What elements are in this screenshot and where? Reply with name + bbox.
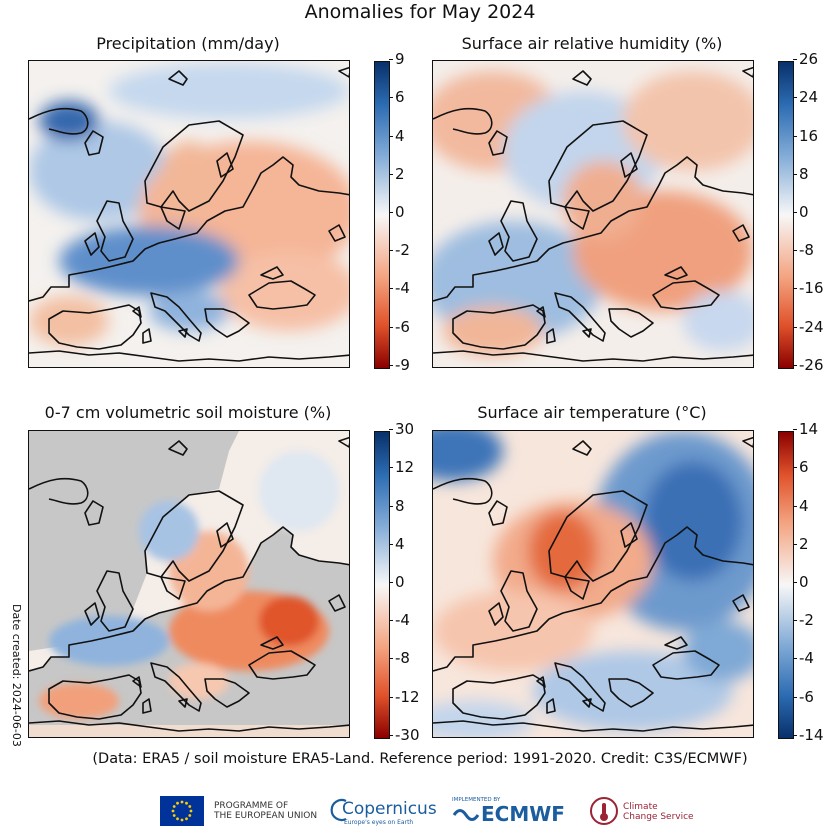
colorbar-tick: -30 — [389, 726, 420, 744]
soil-moisture-colorbar-ticks: 30 12 8 4 0 -4 -8 -12 -30 — [388, 420, 435, 752]
colorbar-tick: -24 — [793, 318, 824, 336]
temperature-colorbar-ticks: 14 6 4 2 0 -2 -4 -6 -14 — [792, 420, 839, 752]
colorbar-tick: 2 — [793, 535, 809, 553]
humidity-colorbar-ticks: 26 24 16 8 0 -8 -16 -24 -26 — [792, 50, 839, 382]
precipitation-colorbar — [374, 61, 390, 369]
climate-line-1: Climate — [623, 802, 658, 812]
colorbar-tick: 26 — [792, 50, 819, 68]
data-credit-note: (Data: ERA5 / soil moisture ERA5-Land. R… — [92, 751, 748, 767]
colorbar-tick: -9 — [389, 356, 410, 374]
precipitation-anomaly-map — [28, 60, 350, 368]
soil-moisture-map-graphic — [29, 431, 349, 737]
colorbar-tick: 8 — [389, 497, 405, 515]
colorbar-tick: 2 — [389, 165, 405, 183]
precipitation-panel-title: Precipitation (mm/day) — [96, 34, 280, 53]
colorbar-tick: 0 — [793, 203, 809, 221]
colorbar-tick: 4 — [389, 127, 405, 145]
colorbar-tick: -12 — [389, 688, 420, 706]
colorbar-tick: 12 — [388, 458, 415, 476]
ecmwf-wordmark: ECMWF — [481, 802, 565, 826]
colorbar-tick: 6 — [389, 88, 405, 106]
colorbar-tick: -6 — [793, 688, 814, 706]
copernicus-icon — [330, 798, 347, 822]
colorbar-tick: -8 — [793, 241, 814, 259]
colorbar-tick: 14 — [792, 420, 819, 438]
humidity-colorbar — [778, 61, 794, 369]
climate-change-service-label: Climate Change Service — [623, 802, 694, 822]
thermometer-icon — [590, 797, 618, 825]
temperature-map-graphic — [433, 431, 753, 737]
copernicus-wordmark: Copernicus — [342, 799, 437, 819]
colorbar-tick: -14 — [793, 726, 824, 744]
figure-title: Anomalies for May 2024 — [304, 1, 536, 23]
soil-moisture-anomaly-map — [28, 430, 350, 738]
eu-line-2: THE EUROPEAN UNION — [214, 811, 318, 821]
eu-flag-icon — [160, 796, 204, 826]
colorbar-tick: 4 — [389, 535, 405, 553]
ecmwf-waves-icon — [452, 809, 480, 821]
colorbar-tick: -4 — [389, 279, 410, 297]
soil-moisture-panel-title: 0-7 cm volumetric soil moisture (%) — [44, 403, 332, 422]
temperature-panel-title: Surface air temperature (°C) — [477, 403, 707, 422]
precipitation-map-graphic — [29, 61, 349, 367]
humidity-panel-title: Surface air relative humidity (%) — [461, 34, 723, 53]
colorbar-tick: -8 — [389, 649, 410, 667]
colorbar-tick: 4 — [793, 497, 809, 515]
temperature-colorbar — [778, 431, 794, 739]
soil-moisture-colorbar — [374, 431, 390, 739]
humidity-anomaly-map — [432, 60, 754, 368]
climate-line-2: Change Service — [623, 812, 694, 822]
colorbar-tick: 8 — [793, 165, 809, 183]
colorbar-tick: 0 — [389, 573, 405, 591]
eu-programme-label: PROGRAMME OF THE EUROPEAN UNION — [214, 801, 317, 821]
colorbar-tick: 24 — [792, 88, 819, 106]
colorbar-tick: 16 — [792, 127, 819, 145]
colorbar-tick: 6 — [793, 458, 809, 476]
colorbar-tick: -2 — [389, 241, 410, 259]
colorbar-tick: -26 — [793, 356, 824, 374]
colorbar-tick: -4 — [389, 611, 410, 629]
colorbar-tick: 0 — [389, 203, 405, 221]
precipitation-colorbar-ticks: 9 6 4 2 0 -2 -4 -6 -9 — [389, 50, 435, 382]
copernicus-tagline: Europe's eyes on Earth — [344, 819, 414, 826]
colorbar-tick: -2 — [793, 611, 814, 629]
colorbar-tick: 9 — [389, 50, 405, 68]
colorbar-tick: 0 — [793, 573, 809, 591]
colorbar-tick: -4 — [793, 649, 814, 667]
eu-line-1: PROGRAMME OF — [214, 801, 289, 811]
humidity-map-graphic — [433, 61, 753, 367]
eu-stars-icon — [171, 800, 193, 822]
colorbar-tick: -16 — [793, 279, 824, 297]
date-created: Date created: 2024-06-03 — [10, 604, 23, 747]
colorbar-tick: -6 — [389, 318, 410, 336]
colorbar-tick: 30 — [388, 420, 415, 438]
ecmwf-implemented-by: IMPLEMENTED BY — [452, 797, 501, 803]
temperature-anomaly-map — [432, 430, 754, 738]
